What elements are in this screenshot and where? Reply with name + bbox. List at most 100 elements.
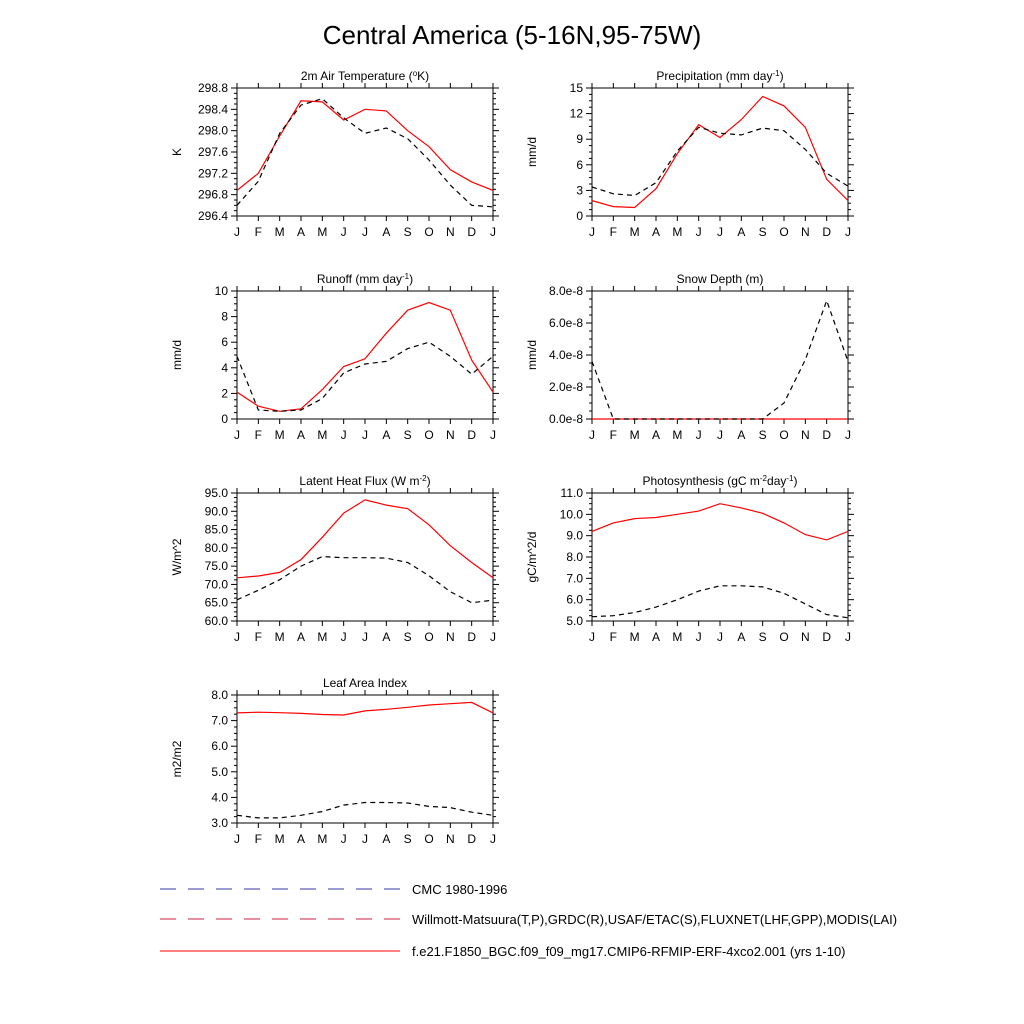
x-tick-label: J	[589, 428, 595, 442]
x-tick-label: M	[275, 832, 285, 846]
figure-title: Central America (5-16N,95-75W)	[323, 20, 702, 50]
y-tick-label: 296.8	[198, 188, 228, 202]
legend: CMC 1980-1996 Willmott-Matsuura(T,P),GRDC…	[160, 882, 897, 959]
y-axis-label: gC/m^2/d	[525, 532, 539, 583]
x-tick-label: J	[341, 225, 347, 239]
x-tick-label: J	[696, 630, 702, 644]
y-tick-label: 6	[221, 335, 228, 349]
y-axis-label: K	[170, 148, 184, 156]
x-tick-label: N	[801, 225, 810, 239]
y-tick-label: 11.0	[561, 486, 584, 500]
x-tick-label: J	[696, 428, 702, 442]
x-tick-label: J	[341, 630, 347, 644]
x-tick-label: M	[317, 832, 327, 846]
x-tick-label: M	[630, 428, 640, 442]
legend-label: Willmott-Matsuura(T,P),GRDC(R),USAF/ETAC…	[412, 912, 897, 927]
x-tick-label: J	[341, 832, 347, 846]
x-tick-label: N	[446, 225, 455, 239]
x-tick-label: J	[234, 630, 240, 644]
y-tick-label: 70.0	[205, 577, 229, 591]
x-tick-label: A	[382, 630, 390, 644]
y-tick-label: 298.4	[198, 102, 228, 116]
obs-series-line	[592, 298, 848, 420]
x-tick-label: A	[652, 428, 660, 442]
chart-panel: Photosynthesis (gC m-2day-1) 5.0 6.0 7.0 8.0…	[525, 474, 854, 644]
y-tick-label: 5.0	[211, 765, 228, 779]
y-tick-label: 6.0	[211, 739, 228, 753]
y-tick-label: 75.0	[205, 559, 229, 573]
x-tick-label: D	[822, 225, 831, 239]
x-tick-label: A	[652, 225, 660, 239]
x-tick-label: A	[382, 832, 390, 846]
x-tick-label: J	[490, 225, 496, 239]
x-tick-label: F	[255, 630, 262, 644]
y-tick-label: 297.6	[198, 145, 228, 159]
x-tick-label: A	[382, 428, 390, 442]
panel-title: Photosynthesis (gC m-2day-1)	[643, 474, 798, 489]
y-tick-label: 85.0	[205, 523, 229, 537]
y-tick-label: 6.0e-8	[549, 316, 583, 330]
x-tick-label: J	[362, 630, 368, 644]
x-tick-label: N	[446, 630, 455, 644]
y-tick-label: 65.0	[205, 596, 229, 610]
plot-frame	[591, 492, 849, 622]
y-axis-label: mm/d	[525, 137, 539, 167]
x-tick-label: N	[801, 428, 810, 442]
x-tick-label: J	[234, 832, 240, 846]
x-tick-label: M	[630, 630, 640, 644]
y-tick-label: 2	[221, 386, 228, 400]
x-tick-label: D	[467, 225, 476, 239]
y-tick-label: 8	[221, 310, 228, 324]
x-tick-label: A	[382, 225, 390, 239]
y-tick-label: 8.0e-8	[549, 284, 583, 298]
y-tick-label: 298.0	[198, 124, 228, 138]
x-tick-label: J	[234, 225, 240, 239]
x-tick-label: J	[696, 225, 702, 239]
x-tick-label: J	[717, 630, 723, 644]
x-tick-label: J	[845, 428, 851, 442]
x-tick-label: N	[446, 832, 455, 846]
x-tick-label: A	[737, 630, 745, 644]
x-tick-label: A	[297, 428, 305, 442]
x-tick-label: M	[275, 428, 285, 442]
chart-panel: Snow Depth (m) 0.0e-8 2.0e-8 4.0e-8 6.0e-8 8.…	[525, 272, 854, 442]
panels: 2m Air Temperature (oK)296.4296.8297.229…	[170, 69, 854, 846]
x-tick-label: N	[801, 630, 810, 644]
x-tick-label: S	[404, 630, 412, 644]
x-tick-label: J	[845, 225, 851, 239]
y-tick-label: 6	[576, 158, 583, 172]
x-tick-label: J	[845, 630, 851, 644]
x-tick-label: O	[779, 630, 788, 644]
legend-label: CMC 1980-1996	[412, 882, 507, 897]
x-tick-label: J	[490, 428, 496, 442]
y-tick-label: 8.0	[211, 688, 228, 702]
y-tick-label: 80.0	[205, 541, 229, 555]
x-tick-label: A	[297, 225, 305, 239]
x-tick-label: J	[362, 428, 368, 442]
x-tick-label: J	[717, 428, 723, 442]
x-tick-label: N	[446, 428, 455, 442]
legend-entry: Willmott-Matsuura(T,P),GRDC(R),USAF/ETAC…	[160, 912, 897, 927]
y-tick-label: 298.8	[198, 81, 228, 95]
y-tick-label: 7.0	[211, 714, 228, 728]
x-tick-label: J	[717, 225, 723, 239]
y-tick-label: 2.0e-8	[549, 380, 583, 394]
x-tick-label: J	[362, 832, 368, 846]
panel-title: Leaf Area Index	[323, 676, 407, 690]
y-tick-label: 4.0	[211, 790, 228, 804]
legend-entry: CMC 1980-1996	[160, 882, 507, 897]
y-tick-label: 297.2	[198, 166, 228, 180]
x-tick-label: J	[341, 428, 347, 442]
obs-series-line	[592, 585, 848, 619]
panel-title: Precipitation (mm day-1)	[656, 69, 783, 84]
y-tick-label: 0	[576, 209, 583, 223]
y-tick-label: 6.0	[566, 593, 583, 607]
y-axis-label: m2/m2	[170, 740, 184, 777]
plot-frame	[236, 492, 494, 622]
y-tick-label: 95.0	[205, 486, 229, 500]
obs-series-line	[592, 126, 848, 197]
chart-panel: Latent Heat Flux (W m-2) 60.0 65.0 70.0 75.0…	[170, 474, 499, 644]
obs-series-line	[237, 341, 493, 412]
